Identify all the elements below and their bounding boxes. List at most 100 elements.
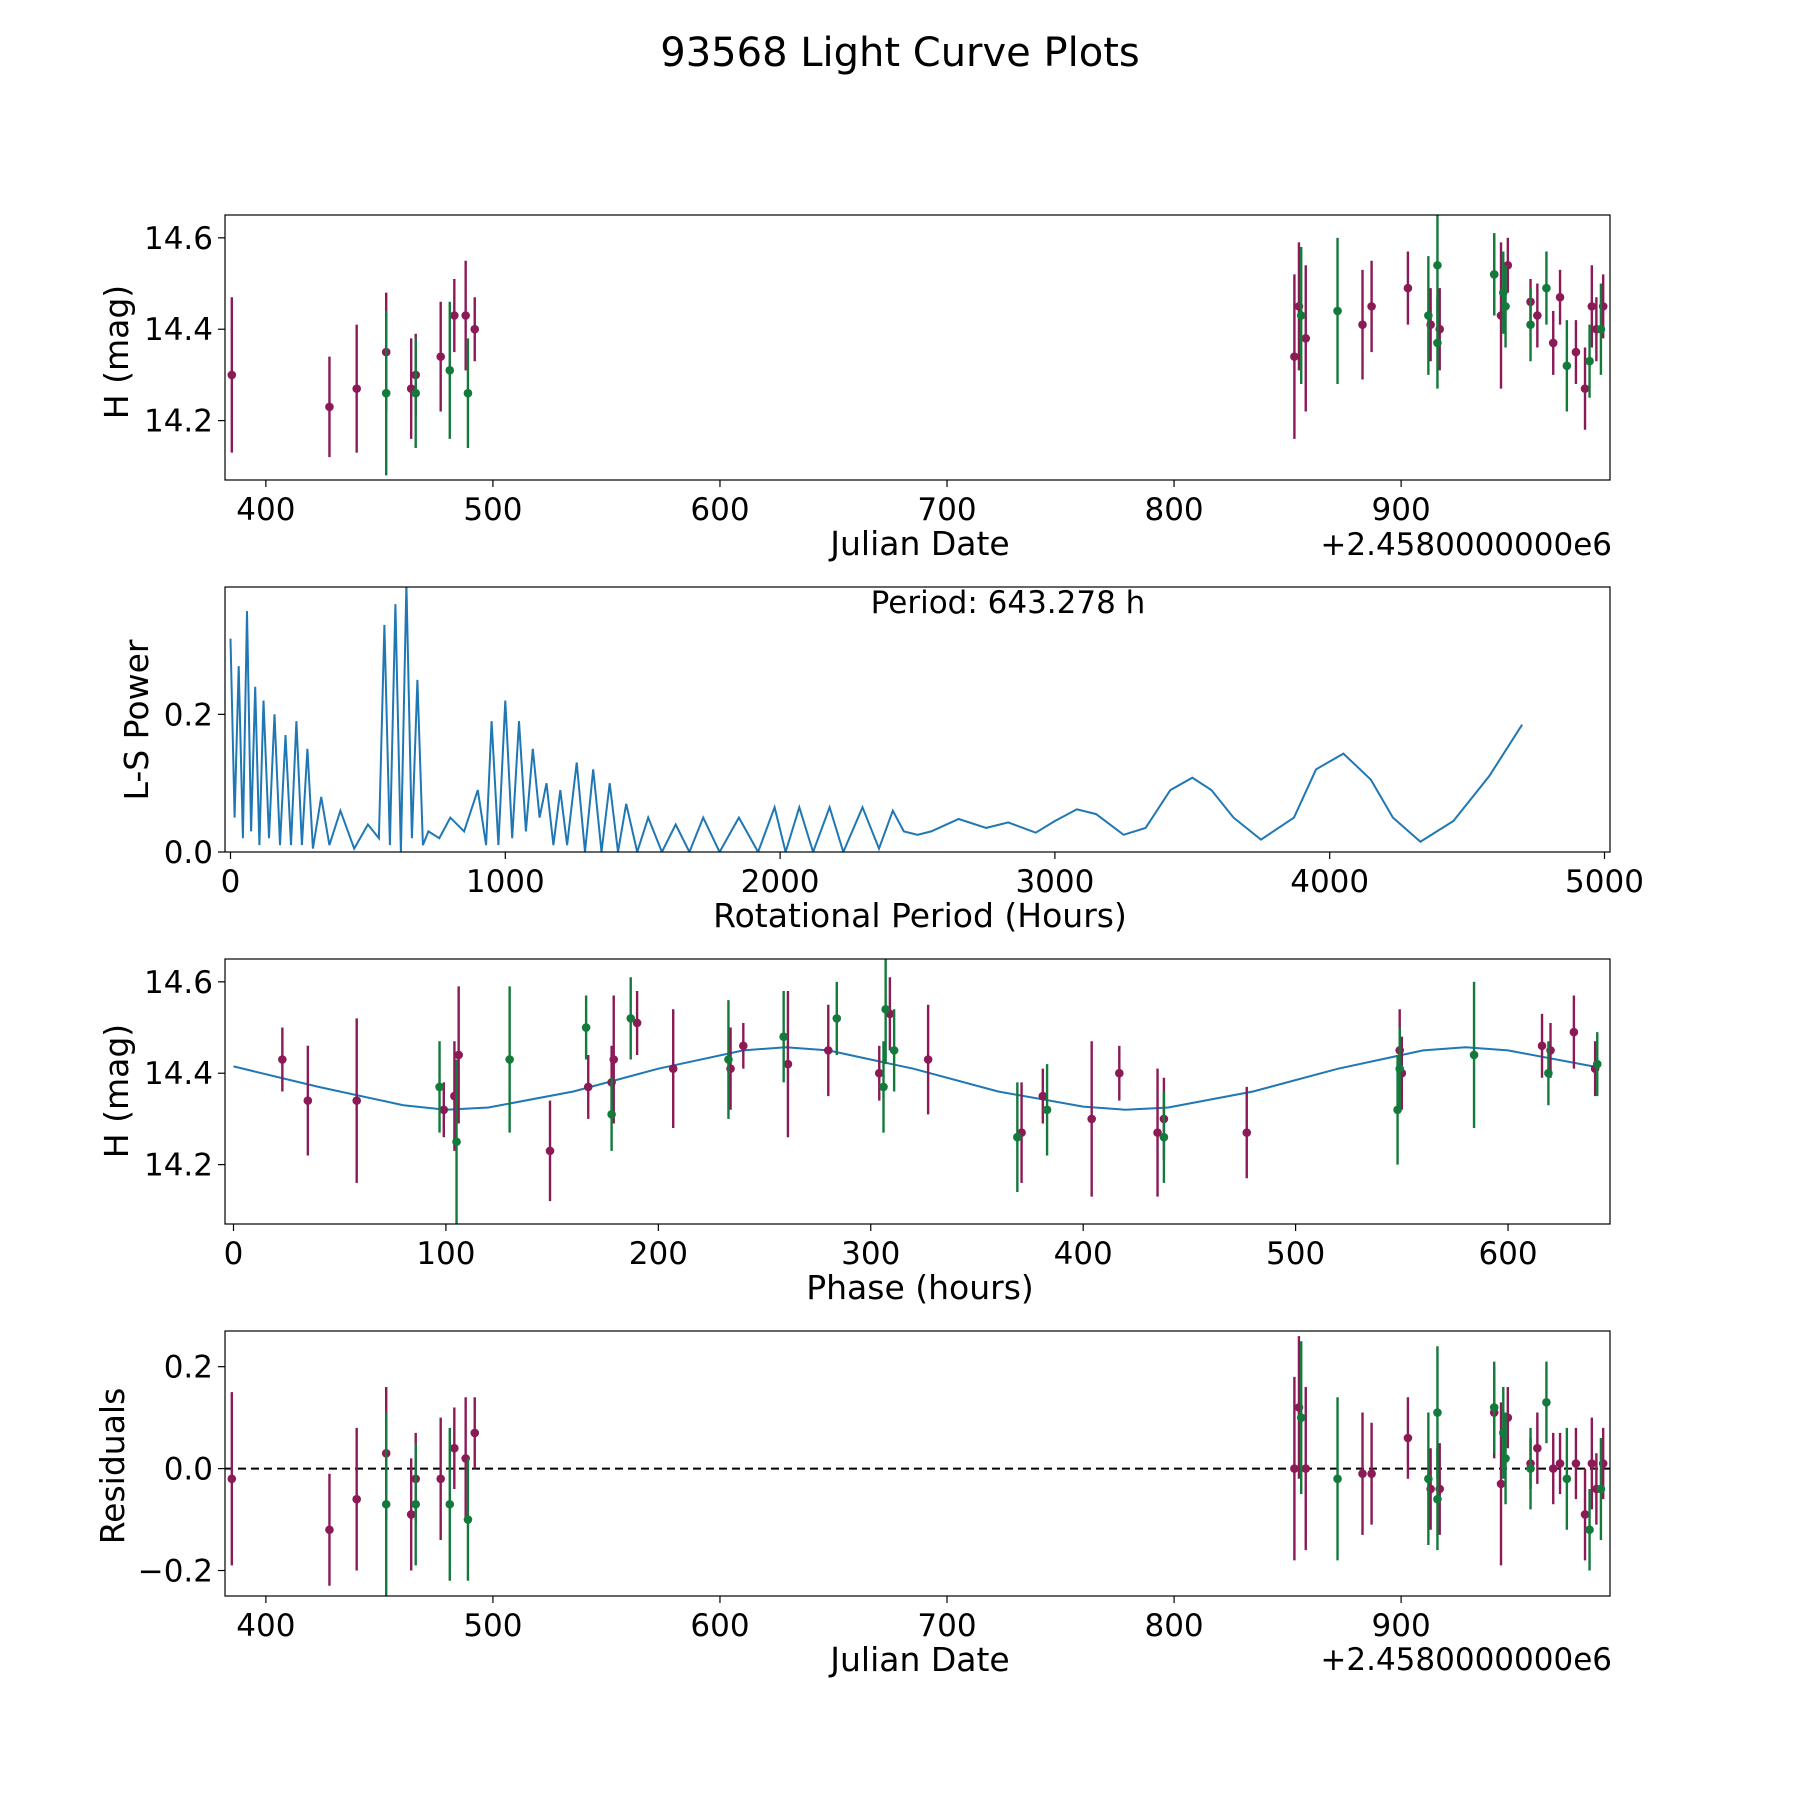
periodogram-xtick-label: 1000 (466, 864, 545, 900)
lightcurve-xlabel: Julian Date (828, 524, 1010, 563)
lightcurve-marker (1367, 302, 1376, 311)
residuals-marker (1290, 1464, 1299, 1473)
phased-point (626, 977, 636, 1060)
lightcurve-marker (1542, 283, 1551, 293)
phased-point (874, 1045, 884, 1101)
lightcurve-axes-frame (224, 214, 1611, 481)
lightcurve-marker (1587, 302, 1597, 311)
residuals-point (1587, 1417, 1597, 1510)
residuals-marker (1585, 1525, 1594, 1535)
residuals-point (227, 1392, 237, 1566)
residuals-point (1526, 1427, 1535, 1510)
lightcurve-marker (463, 388, 473, 398)
residuals-point (1433, 1346, 1442, 1479)
phased-marker (783, 1059, 793, 1069)
phased-marker (352, 1096, 362, 1105)
residuals-point (1367, 1422, 1376, 1525)
lightcurve-point (1542, 251, 1551, 325)
phased-marker (823, 1046, 833, 1055)
residuals-point (1296, 1341, 1306, 1495)
residuals-point (1548, 1432, 1558, 1505)
lightcurve-marker (325, 402, 334, 412)
lightcurve-xtick-label: 900 (1372, 492, 1431, 528)
residuals-marker (1358, 1469, 1367, 1478)
residuals-marker (463, 1515, 473, 1524)
phased-marker (881, 1004, 890, 1014)
residuals-marker (1433, 1408, 1442, 1417)
phased-point (583, 1054, 593, 1119)
residuals-marker (325, 1525, 334, 1535)
residuals-marker (1367, 1469, 1376, 1478)
lightcurve-point (1571, 320, 1581, 385)
lightcurve-point (325, 356, 334, 458)
phased-marker (1537, 1041, 1547, 1051)
lightcurve-point (227, 297, 237, 453)
residuals-point (463, 1458, 473, 1581)
phased-point (581, 995, 591, 1060)
phased-point (1242, 1086, 1252, 1179)
phased-marker (1115, 1068, 1124, 1078)
residuals-point (1403, 1397, 1413, 1479)
lightcurve-point (470, 297, 480, 362)
phased-point (724, 1000, 733, 1119)
phased-marker (505, 1055, 514, 1064)
phased-marker (545, 1146, 555, 1156)
residuals-xlabel: Julian Date (828, 1640, 1010, 1679)
phased-point (439, 1082, 449, 1138)
lightcurve-marker (1433, 338, 1442, 348)
lightcurve-marker (1580, 384, 1590, 393)
phased-marker (607, 1110, 616, 1119)
residuals-marker (1433, 1494, 1442, 1504)
lightcurve-marker (1562, 361, 1572, 371)
phased-point (278, 1027, 287, 1092)
lightcurve-ytick-label: 14.6 (144, 221, 213, 257)
lightcurve-marker (411, 388, 421, 398)
phased-ytick-label: 14.6 (144, 965, 213, 1001)
phased-marker (303, 1096, 313, 1105)
periodogram-xtick-label: 3000 (1015, 864, 1094, 900)
lightcurve-point (1596, 283, 1606, 375)
lightcurve-point (1358, 269, 1367, 380)
residuals-ytick-label: 0.2 (164, 1350, 213, 1386)
phased-point (1395, 1027, 1405, 1110)
lightcurve-point (1296, 246, 1306, 385)
residuals-point (445, 1427, 455, 1581)
lightcurve-xtick-label: 800 (1144, 492, 1203, 528)
phased-marker (632, 1018, 642, 1028)
periodogram-ylabel: L-S Power (117, 639, 156, 800)
residuals-point (1585, 1488, 1594, 1571)
phased-xtick-label: 500 (1266, 1236, 1325, 1272)
lightcurve-marker (436, 352, 445, 361)
period-annotation: Period: 643.278 h (871, 585, 1146, 621)
residuals-marker (1301, 1464, 1311, 1473)
residuals-marker (1501, 1454, 1510, 1463)
lightcurve-point (1301, 265, 1311, 412)
phased-point (454, 986, 463, 1124)
phased-point (1087, 1041, 1096, 1197)
residuals-point (1424, 1412, 1433, 1546)
phased-marker (583, 1082, 593, 1092)
phased-marker (724, 1055, 733, 1064)
phased-marker (874, 1068, 884, 1078)
residuals-marker (1555, 1459, 1565, 1468)
phased-point (352, 1018, 362, 1183)
phased-marker (626, 1014, 636, 1023)
phased-point (1013, 1082, 1022, 1193)
lightcurve-marker (1548, 338, 1558, 348)
phased-xtick-label: 400 (1054, 1236, 1113, 1272)
lightcurve-xtick-label: 500 (463, 492, 522, 528)
lightcurve-marker (1358, 320, 1367, 329)
phased-point (607, 1077, 616, 1151)
phased-point (1537, 1013, 1547, 1078)
residuals-ytick-label: −0.2 (138, 1554, 213, 1590)
lightcurve-marker (450, 311, 459, 320)
phased-ylabel: H (mag) (97, 1024, 136, 1158)
periodogram-xtick-label: 5000 (1565, 864, 1644, 900)
residuals-marker (1296, 1413, 1306, 1422)
residuals-point (1562, 1427, 1572, 1530)
phased-marker (889, 1046, 899, 1055)
residuals-xtick-label: 500 (463, 1608, 522, 1644)
periodogram-ytick-label: 0.0 (164, 835, 213, 871)
residuals-marker (436, 1474, 445, 1484)
lightcurve-point (1562, 320, 1572, 412)
